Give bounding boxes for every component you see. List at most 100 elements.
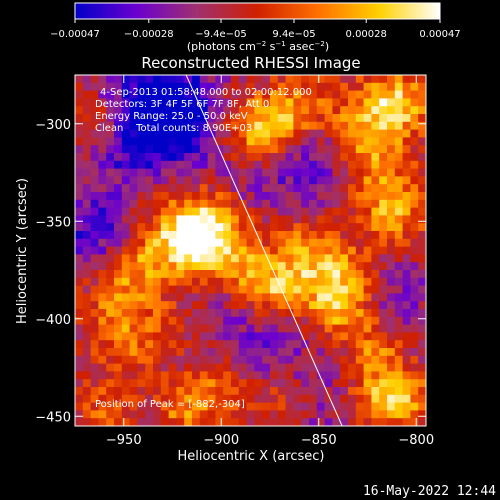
heatmap-cell <box>231 379 240 388</box>
heatmap-cell <box>215 90 224 99</box>
heatmap-cell <box>121 184 131 193</box>
heatmap-cell <box>121 90 131 99</box>
heatmap-cell <box>332 75 341 84</box>
heatmap-cell <box>238 254 248 263</box>
heatmap-cell <box>277 293 287 302</box>
heatmap-cell <box>137 301 146 310</box>
heatmap-cell <box>176 145 185 154</box>
heatmap-cell <box>215 418 224 426</box>
heatmap-cell <box>192 262 201 271</box>
heatmap-cell <box>137 75 146 84</box>
heatmap-cell <box>215 355 224 365</box>
heatmap-cell <box>410 324 419 333</box>
heatmap-cell <box>238 176 248 185</box>
heatmap-cell <box>145 207 154 216</box>
heatmap-cell <box>316 168 326 177</box>
heatmap-cell <box>129 324 138 333</box>
heatmap-cell <box>246 324 255 333</box>
heatmap-cell <box>387 402 396 411</box>
heatmap-cell <box>363 121 372 131</box>
heatmap-cell <box>223 332 232 341</box>
heatmap-cell <box>82 293 92 302</box>
heatmap-cell <box>387 301 396 310</box>
heatmap-cell <box>410 293 419 302</box>
heatmap-cell <box>387 371 396 380</box>
heatmap-cell <box>402 410 411 419</box>
heatmap-cell <box>332 340 341 349</box>
heatmap-cell <box>153 418 162 426</box>
heatmap-cell <box>332 121 341 131</box>
heatmap-cell <box>176 176 185 185</box>
heatmap-cell <box>75 160 84 170</box>
heatmap-cell <box>82 121 92 131</box>
heatmap-cell <box>309 348 318 357</box>
heatmap-cell <box>387 270 396 279</box>
heatmap-cell <box>418 184 426 193</box>
heatmap-cell <box>75 309 84 318</box>
heatmap-cell <box>121 363 131 372</box>
heatmap-cell <box>301 371 310 380</box>
heatmap-cell <box>270 207 279 216</box>
heatmap-cell <box>418 332 426 341</box>
heatmap-cell <box>355 355 365 365</box>
heatmap-cell <box>324 215 333 224</box>
heatmap-cell <box>316 340 326 349</box>
heatmap-cell <box>176 129 185 138</box>
heatmap-cell <box>82 285 92 294</box>
heatmap-cell <box>223 207 232 216</box>
heatmap-cell <box>90 309 99 318</box>
heatmap-cell <box>402 418 411 426</box>
heatmap-cell <box>199 332 209 341</box>
heatmap-cell <box>98 309 107 318</box>
heatmap-cell <box>387 418 396 426</box>
heatmap-cell <box>309 379 318 388</box>
heatmap-cell <box>137 238 146 248</box>
heatmap-cell <box>160 184 170 193</box>
heatmap-cell <box>238 418 248 426</box>
heatmap-cell <box>254 121 263 131</box>
heatmap-cell <box>355 285 365 294</box>
heatmap-cell <box>207 410 216 419</box>
heatmap-cell <box>168 176 177 185</box>
heatmap-cell <box>363 324 372 333</box>
heatmap-cell <box>160 387 170 396</box>
heatmap-cell <box>75 410 84 419</box>
heatmap-cell <box>394 145 404 154</box>
heatmap-cell <box>277 207 287 216</box>
heatmap-cell <box>176 238 185 248</box>
heatmap-cell <box>301 348 310 357</box>
heatmap-cell <box>379 90 388 99</box>
heatmap-cell <box>129 277 138 287</box>
heatmap-cell <box>223 121 232 131</box>
heatmap-cell <box>316 75 326 84</box>
heatmap-cell <box>309 231 318 240</box>
heatmap-cell <box>332 153 341 162</box>
heatmap-cell <box>176 215 185 224</box>
heatmap-cell <box>316 160 326 170</box>
heatmap-cell <box>332 402 341 411</box>
heatmap-cell <box>418 90 426 99</box>
heatmap-cell <box>371 238 380 248</box>
heatmap-cell <box>270 238 279 248</box>
heatmap-cell <box>293 246 302 255</box>
heatmap-cell <box>309 192 318 201</box>
heatmap-cell <box>363 387 372 396</box>
heatmap-cell <box>309 176 318 185</box>
heatmap-cell <box>160 410 170 419</box>
heatmap-cell <box>324 90 333 99</box>
heatmap-cell <box>254 418 263 426</box>
heatmap-cell <box>137 348 146 357</box>
heatmap-cell <box>332 254 341 263</box>
heatmap-cell <box>106 277 115 287</box>
heatmap-cell <box>90 114 99 123</box>
heatmap-cell <box>145 246 154 255</box>
heatmap-cell <box>160 192 170 201</box>
heatmap-cell <box>199 340 209 349</box>
heatmap-cell <box>223 355 232 365</box>
heatmap-cell <box>293 199 302 209</box>
heatmap-cell <box>394 207 404 216</box>
heatmap-cell <box>129 129 138 138</box>
heatmap-cell <box>231 394 240 404</box>
heatmap-cell <box>160 418 170 426</box>
heatmap-cell <box>418 262 426 271</box>
